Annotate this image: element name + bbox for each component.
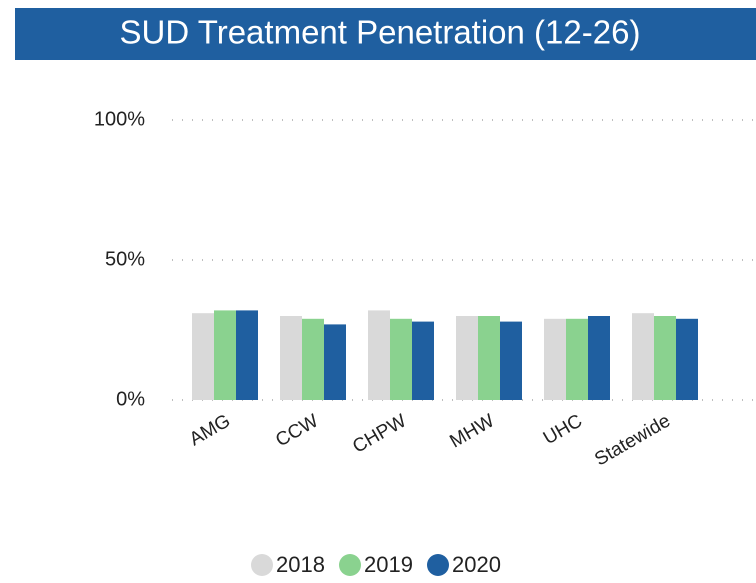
y-tick-label: 50%	[105, 248, 145, 270]
chart-title: SUD Treatment Penetration (12-26)	[120, 14, 641, 51]
legend-swatch	[251, 554, 273, 576]
bar	[632, 313, 654, 400]
y-tick-label: 0%	[116, 388, 145, 410]
bar	[676, 318, 698, 400]
bar	[654, 316, 676, 400]
bar	[236, 310, 258, 400]
legend-label: 2020	[452, 552, 501, 577]
legend-swatch	[339, 554, 361, 576]
bar	[324, 324, 346, 400]
bar	[478, 316, 500, 400]
bar	[456, 316, 478, 400]
bar	[566, 318, 588, 400]
x-tick-label: MHW	[446, 410, 498, 452]
x-tick-label: CHPW	[349, 410, 410, 457]
bar	[500, 321, 522, 400]
bar	[412, 321, 434, 400]
x-tick-label: CCW	[272, 410, 322, 451]
bar	[192, 313, 214, 400]
x-tick-label: UHC	[540, 410, 586, 449]
x-tick-label: AMG	[186, 410, 234, 450]
bar	[544, 318, 566, 400]
bar	[368, 310, 390, 400]
x-tick-label: Statewide	[591, 410, 674, 470]
y-tick-label: 100%	[94, 108, 145, 130]
bar	[302, 318, 324, 400]
bar	[214, 310, 236, 400]
legend-label: 2019	[364, 552, 413, 577]
legend-label: 2018	[276, 552, 325, 577]
bar	[280, 316, 302, 400]
bar	[390, 318, 412, 400]
legend-swatch	[427, 554, 449, 576]
bar	[588, 316, 610, 400]
title-bar	[15, 8, 756, 60]
